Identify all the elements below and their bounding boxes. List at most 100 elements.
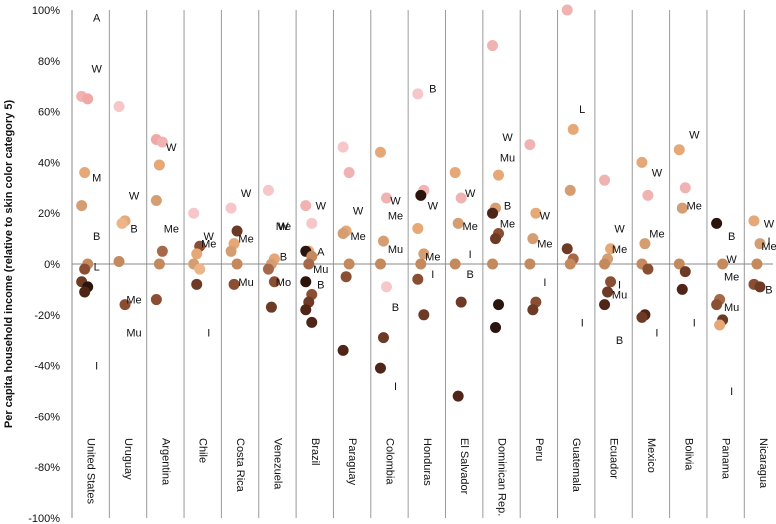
y-axis-ticks: 100% 80% 60% 40% 20% 0% -20% -40% -60% -80% -100% [28,5,60,524]
point-costa-rica [225,245,237,257]
y-tick-label: 60% [38,107,60,119]
annotation-panama: B [728,231,735,243]
annotation-united-states: I [95,361,98,373]
point-el-salvador [455,192,467,204]
point-bolivia [673,144,685,156]
point-argentina [156,136,168,148]
annotation-nicaragua: B [765,284,772,296]
annotation-costa-rica: W [241,188,252,200]
y-tick-label: -80% [34,462,60,474]
point-paraguay [337,344,349,356]
annotation-nicaragua: Me [761,241,776,253]
annotation-paraguay: Me [350,231,365,243]
annotation-costa-rica: Me [238,234,253,246]
point-argentina [153,159,165,171]
point-brazil [306,217,318,229]
point-panama [714,319,726,331]
point-chile [191,248,203,260]
annotation-brazil: W [316,201,327,213]
point-annotations: AWMBLIWBMeMuWMeWMeIWMeMuMeWBMoWAMuBWMeWM… [91,13,776,398]
point-honduras [415,258,427,270]
country-label-venezuela: Venezuela [271,438,283,490]
point-mexico [639,238,651,250]
point-bolivia [676,283,688,295]
y-tick-label: -20% [34,310,60,322]
y-axis-label: Per capita household income (relative to… [3,100,15,429]
point-colombia [374,146,386,158]
y-tick-label: -60% [34,411,60,423]
annotation-venezuela: B [280,251,287,263]
point-venezuela [262,184,274,196]
point-el-salvador [452,217,464,229]
annotation-dominican-rep: B [504,201,511,213]
point-paraguay [337,228,349,240]
annotation-colombia: B [392,302,399,314]
annotation-nicaragua: I [767,236,770,248]
country-label-colombia: Colombia [383,438,395,485]
point-uruguay [119,299,131,311]
annotation-honduras: I [431,269,434,281]
annotation-dominican-rep: Me [500,218,515,230]
point-united-states [76,200,88,212]
annotation-chile: Me [201,239,216,251]
country-label-honduras: Honduras [421,438,433,486]
point-mexico [642,263,654,275]
point-el-salvador [449,258,461,270]
annotation-colombia: I [394,381,397,393]
country-label-panama: Panama [720,438,732,480]
annotation-brazil: Mu [313,264,328,276]
country-label-uruguay: Uruguay [122,438,134,480]
point-peru [524,258,536,270]
country-label-nicaragua: Nicaragua [757,438,769,489]
annotation-ecuador: I [618,279,621,291]
point-paraguay [340,271,352,283]
annotation-el-salvador: W [465,188,476,200]
annotation-brazil: B [317,279,324,291]
point-bolivia [676,202,688,214]
annotation-chile: W [204,231,215,243]
annotation-venezuela: Mo [276,277,291,289]
data-points [76,4,766,402]
annotation-venezuela: Me [276,221,291,233]
point-panama [711,217,723,229]
annotation-united-states: M [92,173,101,185]
point-dominican-rep [493,169,505,181]
point-costa-rica [231,258,243,270]
country-label-argentina: Argentina [159,438,171,486]
y-tick-label: 20% [38,208,60,220]
annotation-peru: I [543,277,546,289]
country-label-el-salvador: El Salvador [458,438,470,495]
annotation-paraguay: W [353,206,364,218]
point-costa-rica [225,202,237,214]
point-peru [524,139,536,151]
point-colombia [377,235,389,247]
point-ecuador [605,243,617,255]
annotation-ecuador: Mu [612,289,627,301]
point-guatemala [564,184,576,196]
annotation-guatemala: L [579,104,585,116]
point-mexico [636,156,648,168]
y-tick-label: -40% [34,361,60,373]
annotation-dominican-rep: W [502,132,513,144]
country-label-paraguay: Paraguay [346,438,358,486]
country-label-dominican-rep: Dominican Rep. [496,438,508,516]
country-label-guatemala: Guatemala [570,438,582,493]
y-tick-label: -100% [28,513,60,524]
annotation-panama: I [730,386,733,398]
point-argentina [150,294,162,306]
point-paraguay [337,141,349,153]
point-costa-rica [228,278,240,290]
point-el-salvador [449,167,461,179]
annotation-panama: Me [724,272,739,284]
annotation-uruguay: W [129,190,140,202]
annotation-peru: Me [537,239,552,251]
annotation-united-states: W [91,63,102,75]
point-ecuador [599,174,611,186]
point-guatemala [564,258,576,270]
annotation-costa-rica: Mu [238,277,253,289]
country-label-peru: Peru [533,438,545,461]
annotation-brazil: A [317,246,325,258]
point-united-states [79,167,91,179]
annotation-el-salvador: B [467,269,474,281]
